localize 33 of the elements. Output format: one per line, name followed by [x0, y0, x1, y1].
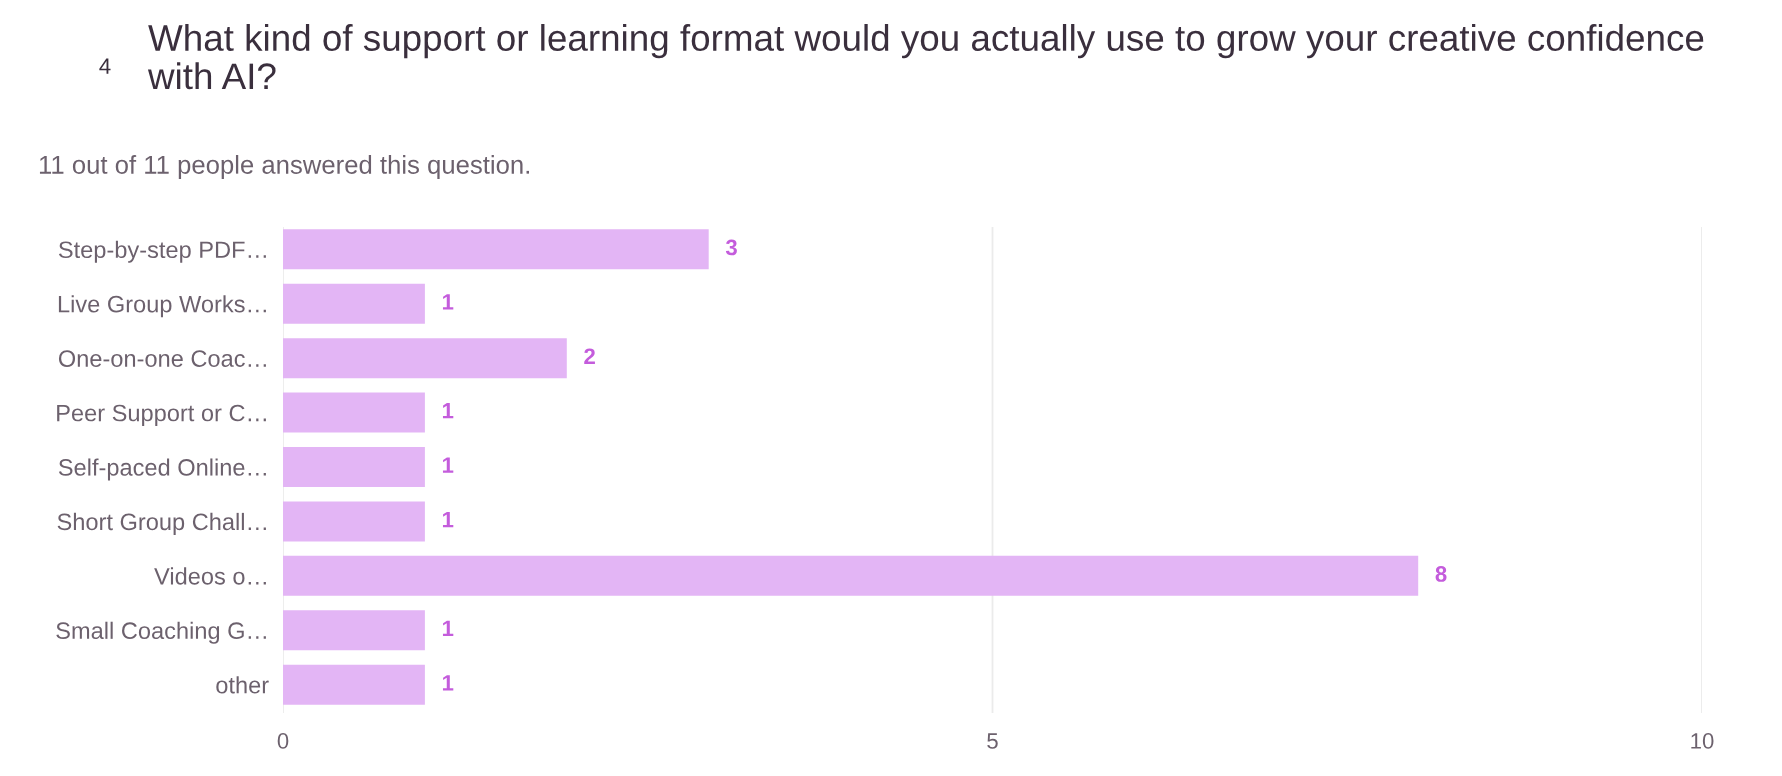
- x-tick-label: 5: [987, 733, 998, 749]
- y-tick-label: Videos o…: [154, 567, 266, 585]
- data-label: 1: [442, 457, 454, 473]
- data-label: 2: [584, 348, 595, 364]
- text: 4: [99, 58, 111, 74]
- chart-subtitle: 11 out of 11 people answered this question.: [39, 155, 529, 179]
- bar: [283, 338, 567, 379]
- bar: [283, 555, 1419, 596]
- y-tick-label: Self-paced Online…: [58, 458, 266, 481]
- bar: [283, 610, 425, 651]
- chart-title: What kind of support or learning format would you actually use to grow your creative confidence with AI?: [147, 24, 1704, 90]
- bar: [283, 447, 425, 488]
- data-label: 1: [442, 511, 454, 528]
- y-tick-label: One-on-one Coac…: [58, 350, 266, 367]
- y-tick-label: Peer Support or C…: [57, 404, 266, 427]
- data-label: 1: [442, 675, 454, 691]
- y-tick-label: Small Coaching G…: [56, 621, 266, 644]
- y-tick-label: Live Group Works…: [58, 295, 266, 318]
- y-tick-label: Step-by-step PDF…: [58, 240, 266, 263]
- bar: [283, 501, 425, 542]
- data-label: 8: [1435, 566, 1447, 582]
- data-label: 3: [725, 239, 737, 256]
- bar: [283, 229, 709, 270]
- y-tick-label: Short Group Chall…: [57, 512, 266, 535]
- x-tick-label: 0: [277, 733, 289, 749]
- data-label: 1: [442, 620, 454, 637]
- x-tick-label: 10: [1691, 733, 1714, 749]
- bar: [283, 664, 425, 705]
- data-label: 1: [442, 294, 454, 310]
- data-label: 1: [442, 403, 454, 419]
- bar: [283, 283, 425, 324]
- bar: [283, 392, 425, 433]
- y-tick-label: other: [216, 676, 269, 694]
